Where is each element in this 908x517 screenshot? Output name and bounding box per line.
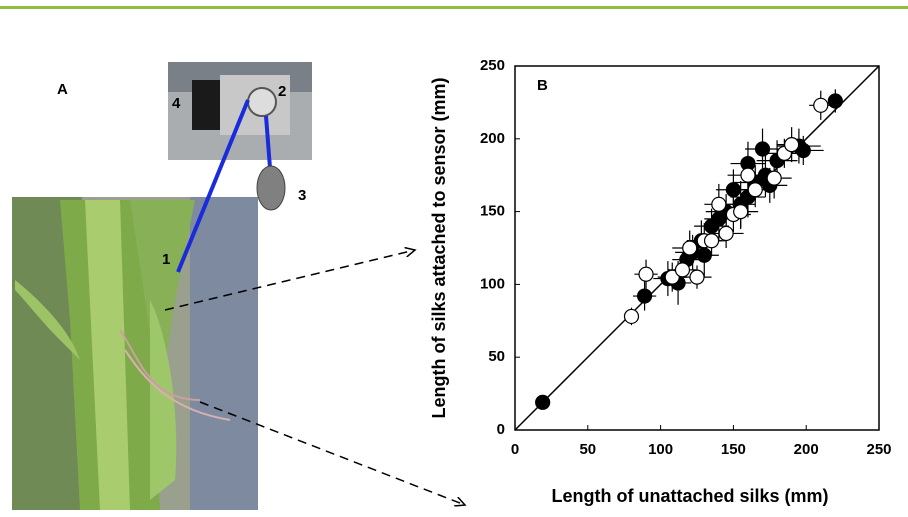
point [682,240,698,256]
y-tick-label: 50 [488,348,505,365]
point [535,394,551,410]
y-tick-label: 0 [497,421,505,438]
point [703,233,720,249]
x-tick-label: 200 [794,441,819,458]
photo-plant [12,197,258,510]
point [827,93,843,109]
point [754,141,771,157]
photo-sensor [168,62,312,273]
x-tick-label: 0 [511,441,519,458]
panel-label: A [57,81,68,98]
x-tick-label: 250 [866,441,891,458]
point [813,97,829,113]
top-rule [0,6,908,9]
plot-frame [514,65,880,431]
y-tick-label: 250 [480,57,505,74]
point [733,204,749,220]
point [664,269,680,285]
y-axis-label: Length of silks attached to sensor (mm) [429,77,449,418]
callout: 4 [172,95,181,112]
callout: 2 [278,83,286,100]
point [674,262,691,278]
point [725,182,742,198]
callout: 3 [298,187,306,204]
x-tick-label: 50 [579,441,596,458]
x-tick-label: 100 [648,441,673,458]
point [638,266,654,282]
point [766,170,782,186]
point [784,137,800,153]
point [711,196,727,212]
y-tick-label: 200 [480,130,505,147]
point [623,308,640,325]
x-axis-label: Length of unattached silks (mm) [551,486,828,506]
point [747,182,763,198]
y-tick-label: 150 [480,203,505,220]
arrow [199,401,465,505]
y-tick-label: 100 [480,275,505,292]
point [740,167,756,183]
panel-label: B [537,77,548,94]
point [718,225,734,242]
callout: 1 [162,251,170,268]
arrow [164,250,415,311]
point [636,288,653,304]
point [689,269,705,285]
x-tick-label: 150 [721,441,746,458]
